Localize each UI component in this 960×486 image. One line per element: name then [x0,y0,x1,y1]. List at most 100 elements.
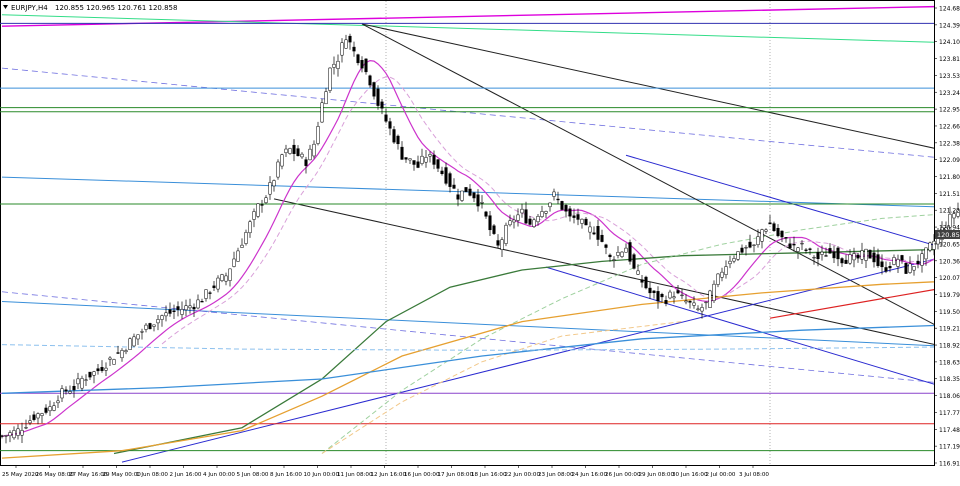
candle-body [244,232,248,244]
candle-body [616,251,620,256]
trendline[interactable] [625,154,960,393]
plot-frame [0,0,935,466]
time-tick-label: 24 Jun 16:00 [572,472,608,478]
time-tick-label: 18 Jun 16:00 [471,472,507,478]
horizontal-levels[interactable] [0,22,934,452]
time-tick-label: 5 Jun 08:00 [237,472,269,478]
candle-body [760,229,764,242]
candle-body [56,400,60,404]
candle-body [20,430,24,436]
price-tick-label: 118.635 [939,359,960,366]
price-tick-label: 119.500 [939,309,960,316]
candle-body [584,218,588,226]
candle-body [920,253,924,266]
candle-body [396,135,400,145]
trendline[interactable] [1,67,960,206]
candle-body [348,35,352,43]
candle-body [812,256,816,259]
trendline[interactable] [361,23,960,259]
candle-body [372,82,376,97]
trendline[interactable] [545,266,960,465]
time-tick-label: 2 Jun 16:00 [170,472,202,478]
trendline[interactable] [1,176,960,223]
candle-body [232,258,236,267]
candle-body [356,54,360,64]
candle-body [528,218,532,225]
triangle-down-icon[interactable] [3,5,8,9]
candle-body [124,350,128,353]
candle-body [196,299,200,309]
candle-body [792,244,796,246]
time-tick-label: 1 Jun 08:00 [136,472,168,478]
candle-body [780,230,784,238]
moving-averages [1,59,934,459]
candle-body [496,240,500,246]
candle-body [112,359,116,365]
candle-body [140,331,144,333]
candle-body [576,214,580,220]
candle-body [296,148,300,157]
candle-body [824,255,828,257]
price-tick-label: 122.665 [939,123,960,130]
trendline[interactable] [1,1,960,27]
candle-body [568,208,572,217]
candle-body [556,198,560,201]
candle-body [332,63,336,68]
candle-body [132,336,136,347]
candle-body [612,259,616,261]
grid-separators [385,1,771,465]
trendline[interactable] [121,132,960,463]
candle-body [844,259,848,264]
candle-body [900,255,904,261]
ma-orange-dashed-line [321,321,683,454]
current-price-label: 120.858 [937,231,960,239]
candle-body [52,405,56,411]
candle-body [744,247,748,249]
candle-body [256,203,260,217]
candle-body [100,367,104,371]
candle-body [720,271,724,278]
candle-body [32,414,36,420]
candle-body [452,184,456,189]
candle-body [524,209,528,224]
candle-body [700,307,704,312]
candle-body [632,254,636,269]
price-tick-label: 119.210 [939,326,960,333]
candle-body [696,308,700,311]
candle-body [748,241,752,248]
candle-body [228,268,232,281]
trendline[interactable] [1,14,960,57]
trendlines[interactable] [1,1,960,465]
candle-body [144,324,148,330]
candle-body [928,242,932,251]
candle-body [88,371,92,378]
candle-body [636,270,640,275]
time-tick-label: 2 Jul 00:00 [706,472,736,478]
time-tick-label: 23 Jun 08:00 [538,472,574,478]
price-tick-label: 118.925 [939,343,960,350]
candle-body [308,148,312,161]
candle-body [708,290,712,308]
candle-body [856,254,860,259]
candle-body [684,300,688,303]
candle-body [508,220,512,226]
current-price-box [935,230,960,239]
price-tick-label: 120.650 [939,241,960,248]
trendline[interactable] [361,23,960,465]
candle-body [548,202,552,208]
candle-body [908,263,912,273]
time-tick-label: 12 Jun 16:00 [371,472,407,478]
trendline[interactable] [1,291,960,432]
candle-body [724,266,728,275]
time-tick-label: 22 Jun 00:00 [505,472,541,478]
trendline[interactable] [1,301,960,370]
time-tick-label: 29 May 00:00 [103,472,142,478]
candle-body [916,260,920,264]
trendline[interactable] [769,201,960,319]
candle-body [536,216,540,223]
current-price-marker: 120.858 [935,230,960,239]
candle-body [784,237,788,239]
price-tick-label: 123.815 [939,56,960,63]
